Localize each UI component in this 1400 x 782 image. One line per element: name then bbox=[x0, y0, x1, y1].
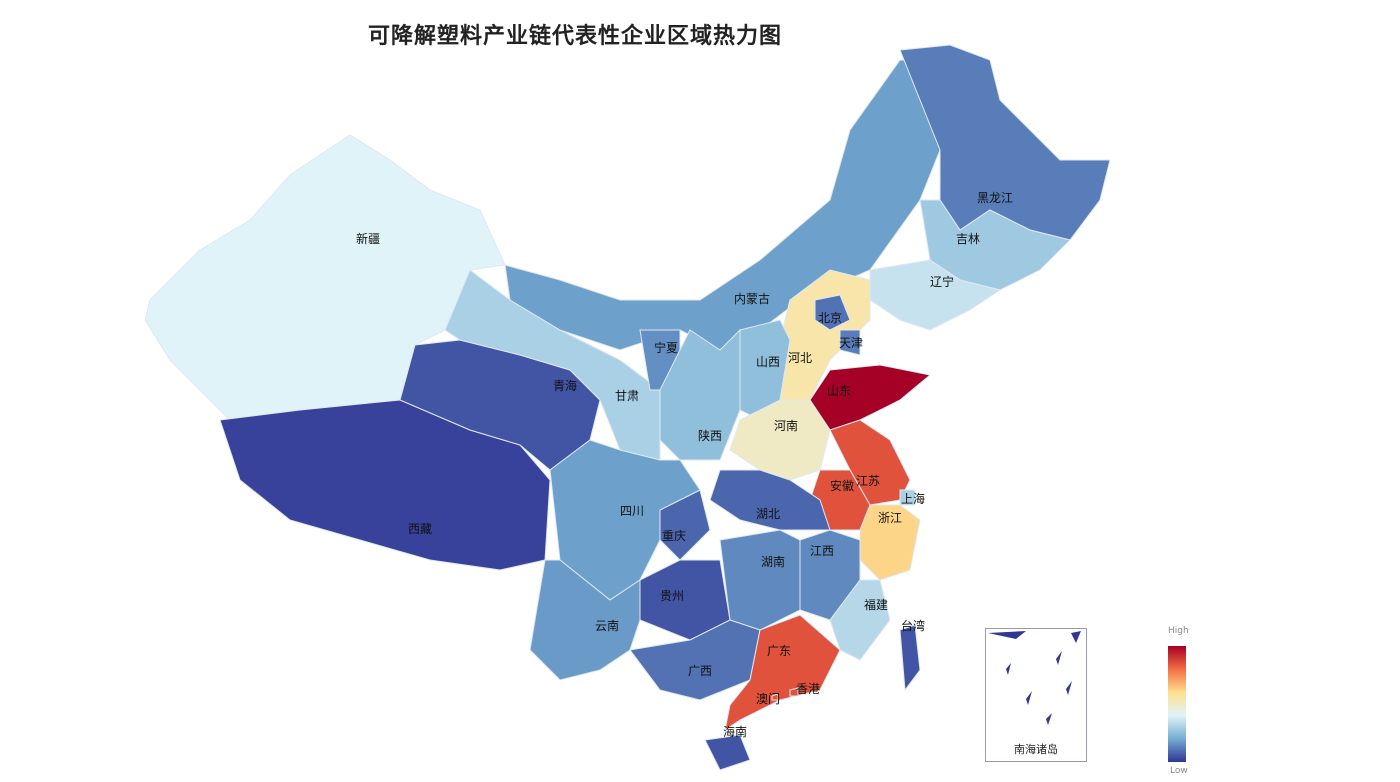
region-label: 重庆 bbox=[662, 529, 686, 543]
region-label: 山东 bbox=[827, 384, 851, 398]
region-陕西[interactable] bbox=[659, 328, 741, 461]
legend-gradient-bar[interactable] bbox=[1168, 646, 1186, 762]
legend-high-label: High bbox=[1168, 626, 1189, 636]
region-label: 云南 bbox=[595, 618, 619, 633]
region-label: 澳门 bbox=[756, 691, 780, 706]
region-label: 福建 bbox=[864, 597, 888, 612]
region-label: 浙江 bbox=[878, 511, 902, 525]
region-北京[interactable] bbox=[814, 294, 851, 331]
region-label: 湖南 bbox=[761, 554, 785, 569]
region-澳门[interactable] bbox=[771, 693, 779, 701]
region-label: 新疆 bbox=[356, 231, 380, 246]
region-label: 吉林 bbox=[956, 232, 980, 246]
region-香港[interactable] bbox=[789, 687, 799, 697]
region-台湾[interactable] bbox=[899, 624, 921, 692]
region-label: 四川 bbox=[620, 504, 644, 518]
region-label: 江西 bbox=[810, 544, 834, 558]
region-label: 上海 bbox=[901, 491, 925, 506]
region-label: 辽宁 bbox=[930, 274, 954, 289]
region-湖南[interactable] bbox=[719, 529, 801, 631]
south-china-sea-inset: 南海诸岛 bbox=[985, 628, 1087, 762]
region-label: 河北 bbox=[788, 351, 812, 365]
region-label: 广东 bbox=[767, 644, 791, 658]
region-label: 宁夏 bbox=[654, 340, 678, 355]
region-辽宁[interactable] bbox=[869, 259, 1002, 331]
region-海南[interactable] bbox=[704, 734, 751, 771]
region-label: 安徽 bbox=[830, 478, 854, 493]
legend-low-label: Low bbox=[1170, 766, 1188, 776]
region-广东[interactable] bbox=[724, 614, 841, 732]
region-label: 湖北 bbox=[756, 506, 780, 521]
inset-label: 南海诸岛 bbox=[1014, 743, 1058, 756]
region-label: 贵州 bbox=[660, 589, 684, 603]
region-上海[interactable] bbox=[899, 489, 916, 506]
region-云南[interactable] bbox=[529, 559, 641, 681]
region-天津[interactable] bbox=[839, 329, 861, 356]
region-label: 青海 bbox=[553, 378, 577, 393]
region-label: 甘肃 bbox=[615, 389, 639, 403]
south-sea-islands-icon bbox=[988, 631, 1081, 725]
region-label: 广西 bbox=[688, 664, 712, 678]
region-label: 内蒙古 bbox=[734, 291, 770, 306]
region-label: 河南 bbox=[774, 418, 798, 433]
region-label: 北京 bbox=[818, 311, 842, 325]
region-湖北[interactable] bbox=[709, 469, 831, 531]
visual-map-legend[interactable]: High Low bbox=[1160, 624, 1200, 782]
region-label: 西藏 bbox=[408, 522, 432, 536]
region-label: 香港 bbox=[796, 682, 820, 696]
map-title: 可降解塑料产业链代表性企业区域热力图 bbox=[368, 24, 783, 49]
region-label: 山西 bbox=[756, 355, 780, 369]
region-label: 陕西 bbox=[698, 428, 722, 443]
region-浙江[interactable] bbox=[859, 504, 921, 581]
region-label: 江苏 bbox=[856, 474, 880, 488]
region-label: 黑龙江 bbox=[977, 191, 1013, 205]
region-label: 海南 bbox=[723, 724, 747, 739]
region-label: 台湾 bbox=[901, 618, 925, 633]
region-label: 天津 bbox=[839, 336, 863, 350]
